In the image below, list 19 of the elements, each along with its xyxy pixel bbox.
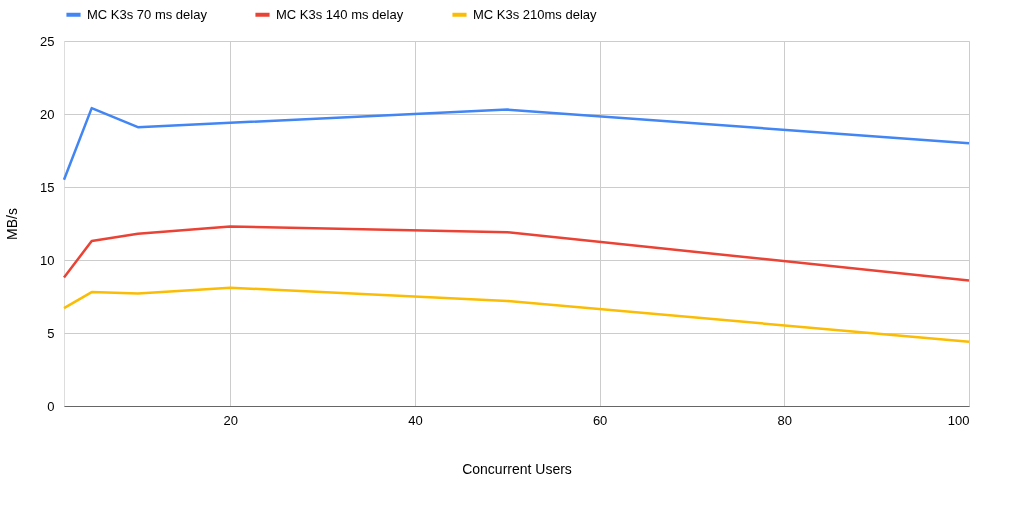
line-series [62,106,971,181]
line-series [62,225,971,282]
y-tick-label: 10 [40,252,55,268]
y-tick-label: 20 [40,106,55,122]
y-tick-label: 25 [40,33,55,49]
y-tick-label: 0 [47,398,55,414]
legend-label: MC K3s 210ms delay [473,6,598,22]
y-axis-title: MB/s [4,208,21,240]
line-series [62,286,971,344]
y-tick-label: 5 [47,325,55,341]
legend-label: MC K3s 140 ms delay [276,6,404,22]
x-tick-label: 100 [947,412,970,428]
y-tick-label: 15 [40,179,55,195]
x-axis-title: Concurrent Users [462,460,572,477]
x-tick-label: 40 [408,412,423,428]
x-tick-label: 20 [223,412,238,428]
x-tick-label: 60 [592,412,608,428]
legend-label: MC K3s 70 ms delay [87,6,208,22]
x-tick-label: 80 [777,412,793,428]
